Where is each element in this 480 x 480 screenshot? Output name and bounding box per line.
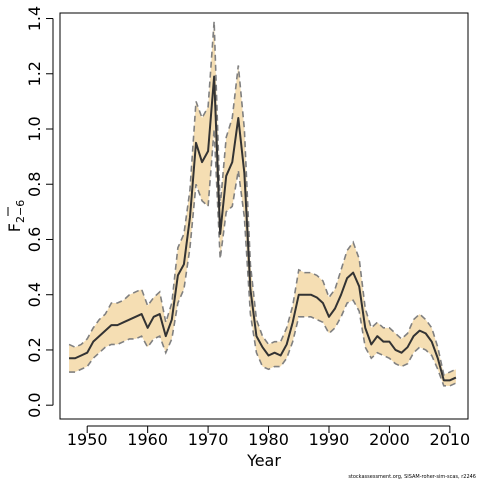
y-axis-title-sub: 2−6 [14,200,27,223]
upper-bound-line [68,21,457,376]
estimate-series [69,75,457,382]
svg-text:F2−6: F2−6 [5,200,27,232]
x-axis-title: Year [246,451,281,470]
y-tick-label: 0.0 [25,392,44,417]
lower-bound-line [69,128,457,387]
confidence-band [68,21,457,387]
y-tick-label: 0.6 [25,227,44,252]
x-tick-label: 1950 [67,430,108,449]
y-axis: 0.0 0.2 0.4 0.6 0.8 1.0 1.2 1.4 [25,6,54,418]
y-tick-label: 1.4 [25,6,44,31]
x-tick-label: 2010 [430,430,471,449]
y-axis-title: F2−6 [5,200,27,232]
x-tick-label: 1990 [309,430,350,449]
estimate-line [69,75,457,382]
y-tick-label: 0.2 [25,337,44,362]
y-tick-label: 0.8 [25,172,44,197]
x-tick-label: 1980 [248,430,289,449]
credit-text: stockassessment.org, SISAM-roher-sim-sca… [348,474,476,480]
y-tick-label: 1.2 [25,61,44,86]
x-axis: 1950 1960 1970 1980 1990 2000 2010 [67,425,471,449]
x-tick-label: 1970 [188,430,229,449]
y-tick-label: 1.0 [25,116,44,141]
y-axis-title-main: F [5,223,24,232]
x-tick-label: 1960 [127,430,168,449]
plot-frame [59,12,469,420]
band-fill [69,21,456,386]
y-tick-label: 0.4 [25,282,44,307]
x-tick-label: 2000 [369,430,410,449]
